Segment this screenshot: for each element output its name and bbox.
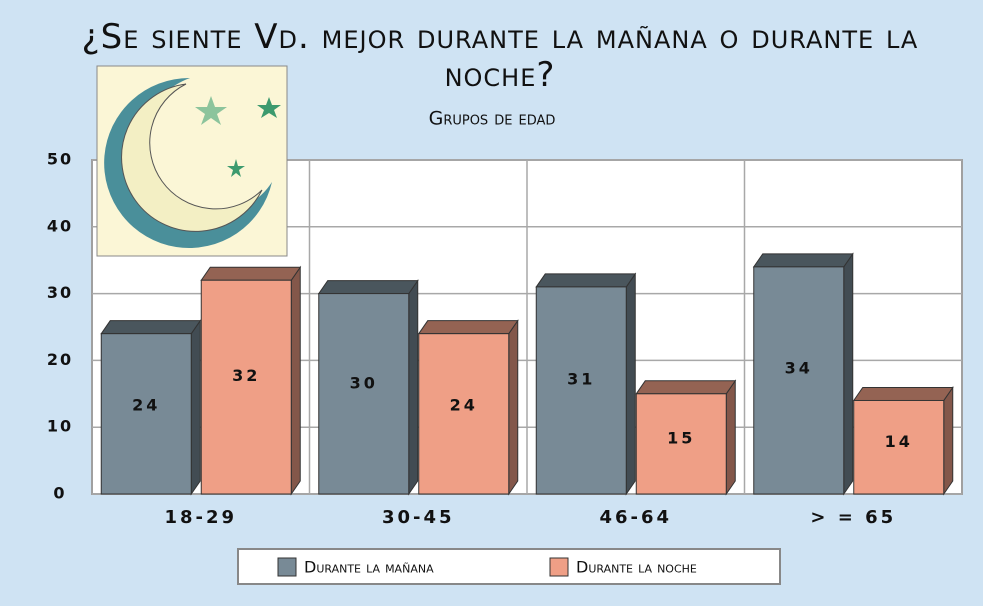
bar <box>853 399 945 495</box>
legend-box <box>237 548 781 585</box>
value-label: 30 <box>350 373 378 392</box>
bar-side <box>290 265 301 496</box>
bar <box>200 279 292 495</box>
star <box>195 96 227 125</box>
bar-side <box>508 319 519 496</box>
bar-top <box>535 273 637 288</box>
legend-label: Durante la noche <box>576 558 697 577</box>
legend-swatch <box>277 557 297 577</box>
bar-side <box>843 252 854 496</box>
chart-title: ¿Se siente Vd. mejor durante la mañana o… <box>81 17 919 95</box>
bar <box>318 293 410 495</box>
bar-side <box>625 272 636 496</box>
bar-top <box>200 266 302 281</box>
value-label: 32 <box>232 366 260 385</box>
y-tick-label: 0 <box>53 484 66 503</box>
chart-subtitle: Grupos de edad <box>429 108 556 130</box>
bar-side <box>725 379 736 496</box>
y-tick-label: 30 <box>47 283 73 302</box>
bar-top <box>752 253 854 268</box>
bar <box>100 333 192 495</box>
x-tick-label: 18-29 <box>164 507 237 528</box>
bar-top <box>635 380 737 395</box>
bar <box>535 286 627 495</box>
value-label: 31 <box>567 370 595 389</box>
y-tick-label: 40 <box>47 216 73 235</box>
bar-top <box>100 320 202 335</box>
bar <box>418 333 510 495</box>
bar <box>635 393 727 495</box>
moon-illustration <box>96 65 288 257</box>
y-tick-label: 10 <box>47 417 73 436</box>
bar-top <box>852 386 954 401</box>
value-label: 24 <box>132 395 160 414</box>
bar-side <box>408 278 419 496</box>
bar-top <box>317 280 419 295</box>
moon-face <box>121 83 263 232</box>
bar-side <box>943 385 954 496</box>
y-tick-label: 50 <box>47 150 73 169</box>
x-tick-label: > = 65 <box>810 507 896 528</box>
value-label: 24 <box>450 395 478 414</box>
value-label: 14 <box>885 432 913 451</box>
value-label: 34 <box>785 359 813 378</box>
x-tick-label: 46-64 <box>599 507 672 528</box>
star <box>227 159 245 177</box>
bar-top <box>417 320 519 335</box>
legend-swatch <box>549 557 569 577</box>
bar-side <box>190 319 201 496</box>
bar <box>753 266 845 495</box>
x-tick-label: 30-45 <box>382 507 455 528</box>
legend-label: Durante la mañana <box>304 558 434 577</box>
value-label: 15 <box>667 428 695 447</box>
star <box>257 97 281 118</box>
y-tick-label: 20 <box>47 350 73 369</box>
